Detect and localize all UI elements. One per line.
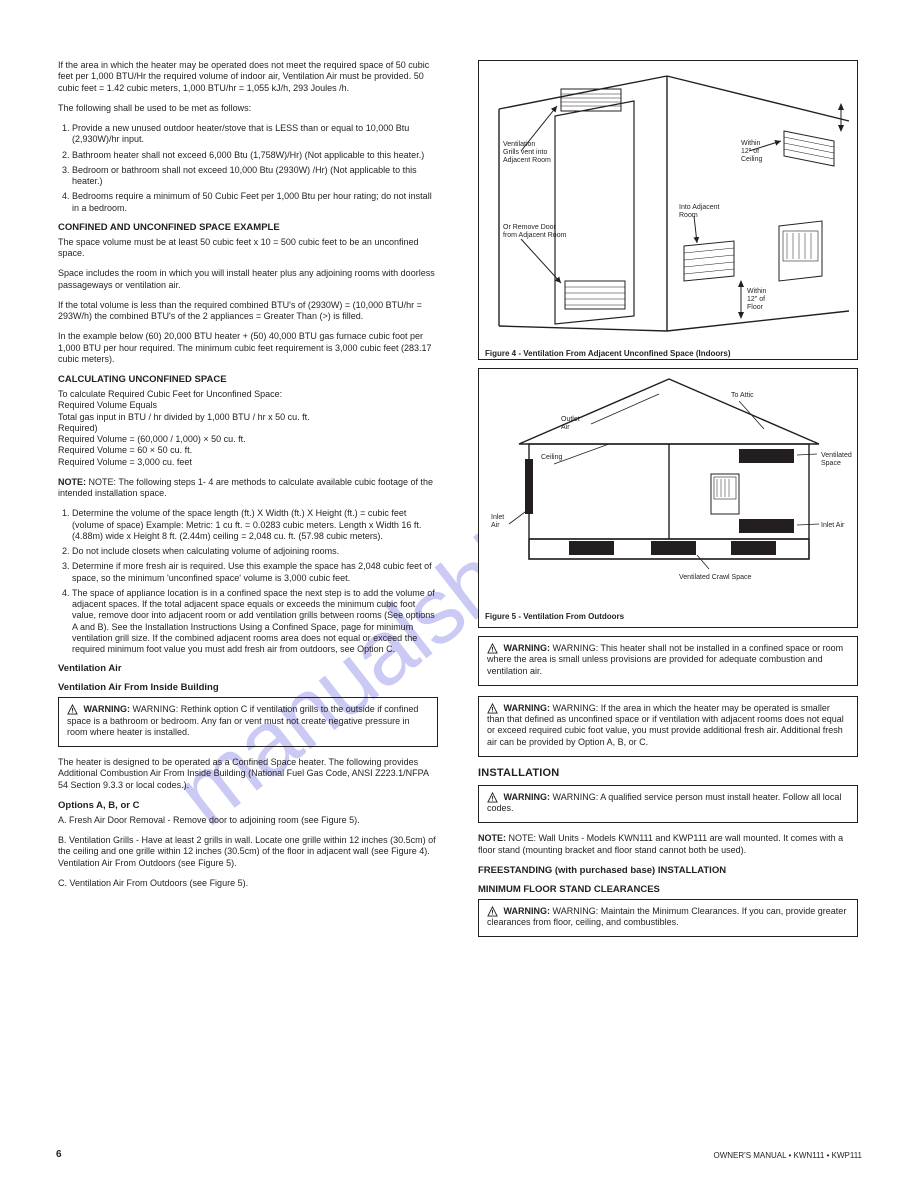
warning-left-box: ! WARNING: WARNING: Rethink option C if … [58, 697, 438, 747]
warning-left-title: WARNING: [84, 704, 131, 714]
warning-r4-box: ! WARNING: WARNING: Maintain the Minimum… [478, 899, 858, 938]
heading-clearances: MINIMUM FLOOR STAND CLEARANCES [478, 884, 858, 895]
fig5-label-ceiling: Ceiling [541, 454, 563, 461]
heading-installation: INSTALLATION [478, 767, 858, 779]
svg-text:12" of: 12" of [741, 148, 759, 155]
warning-icon: ! [487, 792, 498, 803]
warning-r1-title: WARNING: [504, 643, 551, 653]
calc-l3: Required) [58, 423, 438, 434]
figure-4-caption: Figure 4 - Ventilation From Adjacent Unc… [479, 346, 857, 363]
step-1: Determine the volume of the space length… [72, 508, 438, 542]
step-3: Determine if more fresh air is required.… [72, 561, 438, 584]
fig5-label-attic: To Attic [731, 392, 754, 399]
heading-calc: CALCULATING UNCONFINED SPACE [58, 374, 438, 385]
warning-r2-box: ! WARNING: WARNING: If the area in which… [478, 696, 858, 757]
svg-text:from Adjacent Room: from Adjacent Room [503, 232, 567, 239]
fig5-label-vent-space: Ventilated [821, 452, 852, 459]
svg-text:!: ! [71, 708, 73, 715]
fig4-label-top-grille: Ventilation [503, 141, 535, 148]
calc-intro: To calculate Required Cubic Feet for Unc… [58, 389, 438, 400]
para-confined-3: If the total volume is less than the req… [58, 300, 438, 323]
left-column: If the area in which the heater may be o… [58, 60, 438, 898]
fig5-label-outlet: Outlet [561, 416, 580, 423]
right-column: Ventilation Grills vent into Adjacent Ro… [478, 60, 858, 947]
para-confined-2: Space includes the room in which you wil… [58, 268, 438, 291]
warning-icon: ! [67, 704, 78, 715]
svg-text:!: ! [491, 909, 493, 916]
note-1: NOTE: NOTE: The following steps 1- 4 are… [58, 477, 438, 500]
svg-text:!: ! [491, 706, 493, 713]
svg-text:!: ! [491, 647, 493, 654]
fig5-label-inlet: Inlet [491, 514, 504, 521]
requirements-list: Provide a new unused outdoor heater/stov… [58, 123, 438, 214]
figure-4-svg: Ventilation Grills vent into Adjacent Ro… [479, 61, 859, 341]
svg-text:Adjacent Room: Adjacent Room [503, 157, 551, 164]
warning-r1-box: ! WARNING: WARNING: This heater shall no… [478, 636, 858, 686]
warning-r2-title: WARNING: [504, 703, 551, 713]
figure-5-svg: Outlet Air To Attic Ceiling Ventilated S… [479, 369, 859, 604]
warning-icon: ! [487, 703, 498, 714]
para-intro: If the area in which the heater may be o… [58, 60, 438, 94]
calc-l5: Required Volume = 60 × 50 cu. ft. [58, 445, 438, 456]
option-c: C. Ventilation Air From Outdoors (see Fi… [58, 878, 438, 889]
fig4-label-within-bot: Within [747, 288, 767, 295]
svg-text:Space: Space [821, 460, 841, 467]
fig4-label-remove-door: Or Remove Door [503, 224, 557, 231]
para-list-intro: The following shall be used to be met as… [58, 103, 438, 114]
option-a: A. Fresh Air Door Removal - Remove door … [58, 815, 438, 826]
para-vent: The heater is designed to be operated as… [58, 757, 438, 791]
figure-5-caption: Figure 5 - Ventilation From Outdoors [479, 609, 857, 626]
fig4-label-within-top: Within [741, 140, 761, 147]
fig5-label-crawl: Ventilated Crawl Space [679, 574, 751, 581]
step-2: Do not include closets when calculating … [72, 546, 438, 557]
svg-text:Air: Air [561, 424, 570, 431]
note-2: NOTE: NOTE: Wall Units - Models KWN111 a… [478, 833, 858, 856]
calc-l6: Required Volume = 3,000 cu. feet [58, 457, 438, 468]
calc-l4: Required Volume = (60,000 / 1,000) × 50 … [58, 434, 438, 445]
figure-5: Outlet Air To Attic Ceiling Ventilated S… [478, 368, 858, 628]
svg-text:Grills vent into: Grills vent into [503, 149, 547, 156]
note-1-text: NOTE: The following steps 1- 4 are metho… [58, 477, 433, 498]
warning-r3-title: WARNING: [504, 792, 551, 802]
req-4: Bedrooms require a minimum of 50 Cubic F… [72, 191, 438, 214]
warning-r4-title: WARNING: [504, 906, 551, 916]
svg-text:Room: Room [679, 212, 698, 219]
svg-text:Floor: Floor [747, 304, 764, 311]
heading-vent-air: Ventilation Air [58, 663, 438, 674]
para-confined-4: In the example below (60) 20,000 BTU hea… [58, 331, 438, 365]
step-4: The space of appliance location is in a … [72, 588, 438, 656]
svg-text:Air: Air [491, 522, 500, 529]
warning-r3-box: ! WARNING: WARNING: A qualified service … [478, 785, 858, 824]
heading-freestanding: FREESTANDING (with purchased base) INSTA… [478, 865, 858, 876]
heading-vent-inside: Ventilation Air From Inside Building [58, 682, 438, 693]
option-b: B. Ventilation Grills - Have at least 2 … [58, 835, 438, 869]
heading-confined: CONFINED AND UNCONFINED SPACE EXAMPLE [58, 222, 438, 233]
page-root: manualshive.com If the area in which the… [0, 0, 918, 1188]
svg-text:!: ! [491, 795, 493, 802]
calc-l2: Total gas input in BTU / hr divided by 1… [58, 412, 438, 423]
calc-l1: Required Volume Equals [58, 400, 438, 411]
para-confined-1: The space volume must be at least 50 cub… [58, 237, 438, 260]
page-number: 6 [56, 1149, 62, 1160]
warning-icon: ! [487, 643, 498, 654]
figure-4: Ventilation Grills vent into Adjacent Ro… [478, 60, 858, 360]
fig5-label-inlet-air: Inlet Air [821, 522, 845, 529]
req-2: Bathroom heater shall not exceed 6,000 B… [72, 150, 438, 161]
svg-text:Ceiling: Ceiling [741, 156, 763, 163]
warning-icon: ! [487, 906, 498, 917]
req-1: Provide a new unused outdoor heater/stov… [72, 123, 438, 146]
heading-options: Options A, B, or C [58, 800, 438, 811]
steps-list: Determine the volume of the space length… [58, 508, 438, 655]
req-3: Bedroom or bathroom shall not exceed 10,… [72, 165, 438, 188]
model-reference: OWNER'S MANUAL • KWN111 • KWP111 [714, 1151, 863, 1160]
fig4-label-into-adj: Into Adjacent [679, 204, 720, 211]
svg-text:12" of: 12" of [747, 296, 765, 303]
note-2-text: NOTE: Wall Units - Models KWN111 and KWP… [478, 833, 843, 854]
